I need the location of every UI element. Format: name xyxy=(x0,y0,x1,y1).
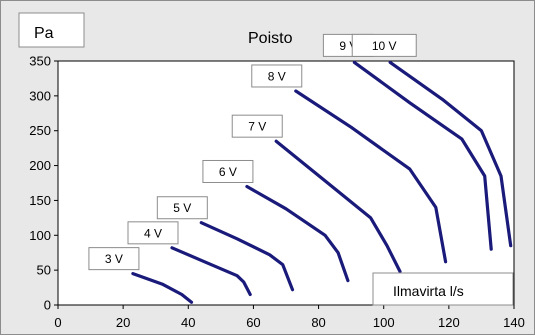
series-label-7v: 7 V xyxy=(231,114,283,138)
y-tick-label: 150 xyxy=(29,193,51,208)
y-tick-label: 300 xyxy=(29,88,51,103)
y-tick-label: 350 xyxy=(29,54,51,69)
series-label-10v: 10 V xyxy=(351,33,417,57)
y-tick-label: 200 xyxy=(29,158,51,173)
series-label-box xyxy=(251,64,303,88)
series-label-8v: 8 V xyxy=(251,64,303,88)
series-line-10v xyxy=(388,60,513,248)
series-label-text: 5 V xyxy=(173,201,191,215)
series-label-box xyxy=(202,159,254,183)
axis-ticks: 0 20 40 60 80 100 120 140 0 50 100 150 200 250 300 350 xyxy=(29,54,525,331)
series-label-text: 3 V xyxy=(105,252,123,266)
x-tick-label: 60 xyxy=(246,315,260,330)
series-line-3v xyxy=(131,272,194,304)
series-label-5v: 5 V xyxy=(156,196,208,220)
chart-title: Poisto xyxy=(248,30,293,47)
y-tick-label: 0 xyxy=(44,298,51,313)
series-label-4v: 4 V xyxy=(127,221,179,245)
y-tick-label: 250 xyxy=(29,123,51,138)
ylabel: Pa xyxy=(34,25,54,42)
x-tick-label: 120 xyxy=(438,315,460,330)
series-line-6v xyxy=(245,184,350,283)
x-tick-label: 140 xyxy=(503,315,525,330)
series-label-text: 6 V xyxy=(219,165,237,179)
series-lines xyxy=(131,60,513,304)
y-tick-label: 100 xyxy=(29,228,51,243)
series-line-8v xyxy=(294,89,448,264)
x-tick-label: 100 xyxy=(373,315,395,330)
series-label-text: 7 V xyxy=(248,120,266,134)
series-label-box xyxy=(351,33,417,57)
series-line-5v xyxy=(199,221,295,292)
x-tick-label: 40 xyxy=(181,315,195,330)
series-label-box xyxy=(156,196,208,220)
series-line-7v xyxy=(274,139,402,274)
x-tick-label: 20 xyxy=(116,315,130,330)
series-line-4v xyxy=(170,246,252,297)
series-line-9v xyxy=(352,60,493,251)
series-label-3v: 3 V xyxy=(88,247,140,271)
series-label-text: 10 V xyxy=(372,39,397,53)
ylabel-box: Pa xyxy=(18,12,85,48)
y-tick-label: 50 xyxy=(37,263,51,278)
series-label-box xyxy=(231,114,283,138)
series-label-6v: 6 V xyxy=(202,159,254,183)
series-label-text: 8 V xyxy=(268,69,286,83)
x-tick-label: 0 xyxy=(54,315,61,330)
series-labels: 3 V4 V5 V6 V7 V8 V9 V 10 V xyxy=(88,33,417,271)
series-label-text: 4 V xyxy=(144,226,162,240)
series-label-box xyxy=(127,221,179,245)
xlabel-box: Ilmavirta l/s xyxy=(372,272,514,306)
xlabel: Ilmavirta l/s xyxy=(393,283,464,299)
x-tick-label: 80 xyxy=(311,315,325,330)
series-label-box xyxy=(88,247,140,271)
